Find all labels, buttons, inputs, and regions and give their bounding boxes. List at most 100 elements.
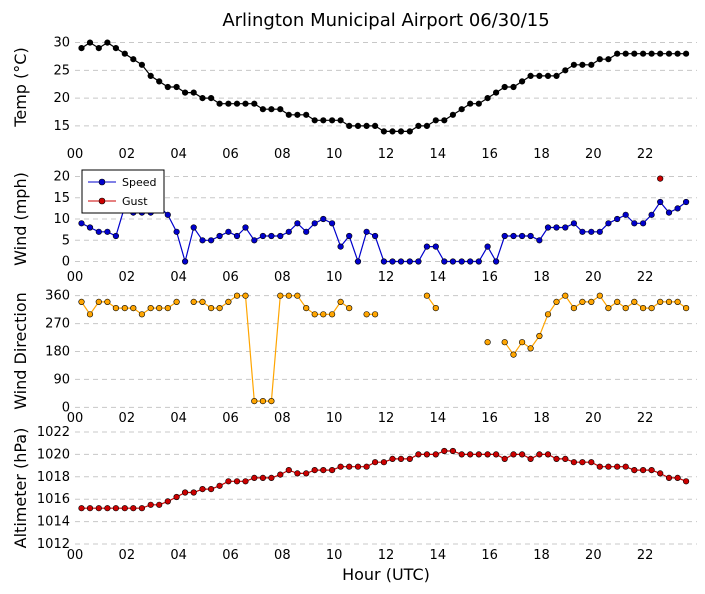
direction-y-tick-label: 360 bbox=[45, 289, 70, 304]
temp-data-point bbox=[259, 106, 267, 113]
altimeter-x-tick-label: 12 bbox=[378, 548, 395, 563]
temp-x-tick-label: 04 bbox=[170, 147, 187, 162]
altimeter-data-point bbox=[484, 451, 491, 458]
temp-x-tick-label: 22 bbox=[637, 147, 654, 162]
wind-data-point bbox=[380, 258, 388, 265]
temp-data-point bbox=[527, 72, 534, 79]
wind-data-point bbox=[190, 224, 197, 231]
altimeter-y-tick-label: 1014 bbox=[37, 515, 70, 530]
direction-data-point bbox=[147, 305, 154, 312]
altimeter-x-tick-label: 18 bbox=[533, 548, 550, 563]
temp-data-point bbox=[147, 72, 154, 79]
altimeter-y-tick-label: 1022 bbox=[37, 425, 70, 440]
altimeter-data-point bbox=[95, 505, 102, 512]
temp-data-point bbox=[397, 128, 405, 135]
altimeter-data-point bbox=[544, 451, 552, 458]
direction-data-point bbox=[216, 305, 223, 312]
altimeter-data-point bbox=[605, 463, 612, 470]
direction-data-point bbox=[588, 298, 595, 306]
wind-data-point bbox=[484, 243, 491, 250]
temp-data-point bbox=[631, 50, 638, 57]
direction-data-point bbox=[614, 298, 621, 306]
wind-data-point bbox=[596, 228, 603, 235]
altimeter-data-point bbox=[389, 455, 396, 463]
direction-data-point bbox=[156, 305, 163, 312]
direction-data-point bbox=[251, 398, 258, 405]
altimeter-data-point bbox=[432, 451, 439, 458]
temp-data-point bbox=[372, 122, 379, 129]
altimeter-data-point bbox=[208, 486, 215, 493]
direction-data-point bbox=[527, 345, 534, 352]
temp-data-point bbox=[406, 128, 413, 135]
x-axis-label: Hour (UTC) bbox=[342, 565, 430, 584]
temp-data-point bbox=[544, 72, 552, 79]
altimeter-data-point bbox=[147, 501, 154, 508]
wind-data-point bbox=[251, 237, 258, 244]
altimeter-data-point bbox=[372, 459, 379, 466]
direction-x-tick-label: 20 bbox=[585, 411, 602, 426]
direction-data-point bbox=[562, 292, 569, 299]
direction-x-tick-label: 18 bbox=[533, 411, 550, 426]
temp-x-tick-label: 08 bbox=[274, 147, 291, 162]
wind-data-point bbox=[397, 258, 405, 265]
direction-x-tick-label: 22 bbox=[637, 411, 654, 426]
altimeter-data-point bbox=[406, 455, 413, 463]
direction-y-axis-label: Wind Direction bbox=[11, 292, 30, 410]
direction-series-line bbox=[504, 294, 687, 356]
direction-data-point bbox=[277, 292, 284, 299]
wind-data-point bbox=[78, 220, 85, 227]
direction-series-line bbox=[193, 295, 350, 402]
direction-data-point bbox=[268, 398, 275, 405]
temp-x-tick-label: 16 bbox=[481, 147, 498, 162]
altimeter-data-point bbox=[130, 505, 137, 512]
wind-data-point bbox=[372, 232, 379, 240]
altimeter-data-point bbox=[553, 455, 560, 463]
direction-data-point bbox=[320, 311, 327, 318]
wind-data-point bbox=[86, 224, 94, 231]
wind-data-point bbox=[622, 211, 629, 218]
wind-data-point bbox=[259, 232, 267, 240]
temp-data-point bbox=[562, 67, 569, 74]
altimeter-data-point bbox=[112, 505, 119, 512]
temp-data-point bbox=[432, 117, 439, 124]
wind-data-point bbox=[354, 258, 362, 265]
wind-direction-panel: 0 90 180 270 360 Wind Direction 00 02 04 06 08 10 12… bbox=[11, 289, 697, 426]
direction-data-point bbox=[329, 311, 336, 318]
altimeter-data-point bbox=[493, 451, 500, 458]
altimeter-data-point bbox=[320, 467, 327, 474]
altimeter-data-point bbox=[86, 505, 94, 512]
wind-x-tick-label: 10 bbox=[326, 270, 343, 285]
temp-data-point bbox=[268, 106, 275, 113]
wind-x-tick-label: 12 bbox=[378, 270, 395, 285]
temp-data-point bbox=[112, 44, 119, 52]
temp-data-point bbox=[614, 50, 621, 57]
altimeter-data-point bbox=[268, 474, 275, 482]
wind-data-point bbox=[657, 198, 664, 206]
temp-y-tick-label: 25 bbox=[53, 63, 70, 78]
altimeter-x-tick-label: 20 bbox=[585, 548, 602, 563]
temp-x-tick-label: 06 bbox=[222, 147, 239, 162]
altimeter-data-point bbox=[285, 467, 292, 474]
direction-data-point bbox=[242, 292, 249, 299]
altimeter-data-point bbox=[251, 474, 258, 482]
temp-data-point bbox=[570, 61, 578, 68]
wind-data-point bbox=[346, 232, 353, 240]
direction-data-point bbox=[190, 298, 197, 306]
temp-series-line bbox=[81, 41, 687, 132]
direction-data-point bbox=[596, 292, 603, 299]
temp-data-point bbox=[389, 128, 396, 135]
altimeter-data-point bbox=[173, 493, 180, 501]
direction-data-point bbox=[484, 339, 491, 346]
altimeter-x-tick-label: 00 bbox=[67, 548, 84, 563]
wind-data-point bbox=[268, 232, 275, 240]
wind-data-point bbox=[389, 258, 396, 265]
altimeter-y-tick-label: 1012 bbox=[37, 537, 70, 552]
altimeter-data-point bbox=[570, 459, 578, 466]
direction-x-tick-label: 14 bbox=[430, 411, 447, 426]
wind-x-tick-label: 04 bbox=[170, 270, 187, 285]
direction-x-tick-label: 12 bbox=[378, 411, 395, 426]
wind-x-tick-label: 00 bbox=[67, 270, 84, 285]
temp-data-point bbox=[380, 128, 388, 135]
altimeter-data-point bbox=[467, 451, 474, 458]
temp-data-point bbox=[173, 83, 180, 91]
